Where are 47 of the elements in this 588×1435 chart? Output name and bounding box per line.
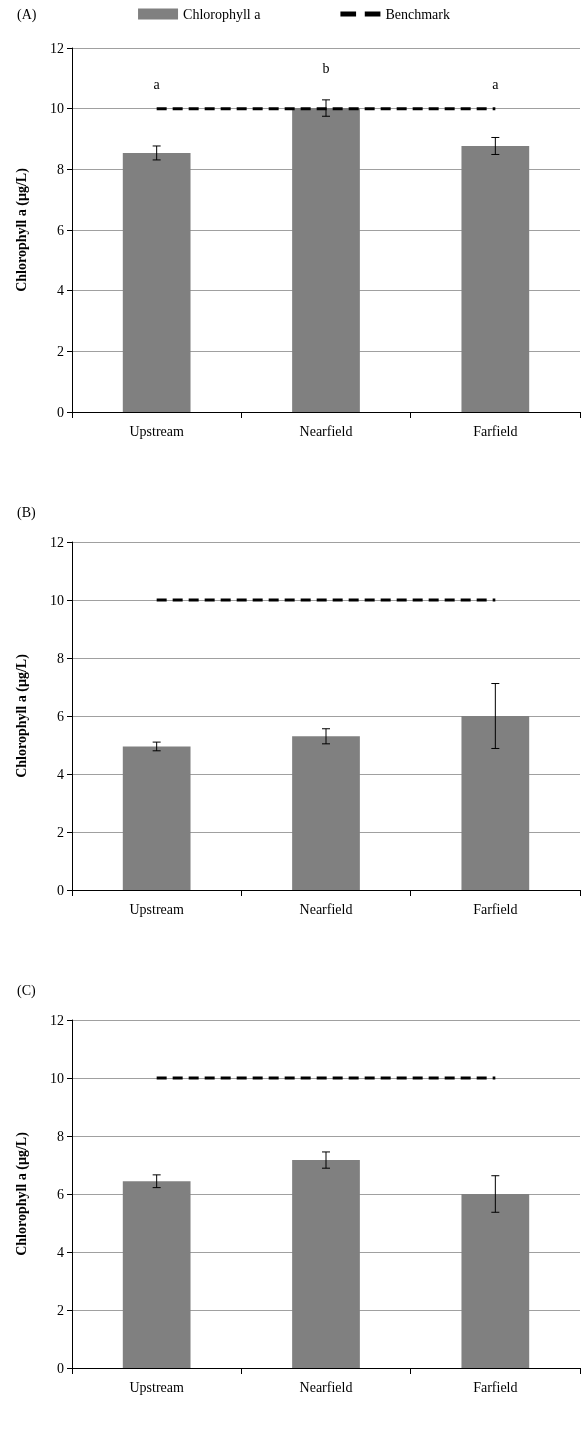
annotation: a [153,76,161,92]
y-tick-label: 2 [57,343,64,359]
bar [461,716,530,890]
x-tick-label: Farfield [473,901,518,917]
x-tick-label: Nearfield [299,1379,353,1395]
chart-title: (C) [17,982,36,999]
y-tick-label: 8 [57,161,64,177]
y-tick-label: 12 [50,534,64,550]
y-tick-label: 4 [57,766,64,782]
y-tick-label: 6 [57,708,64,724]
y-tick-label: 2 [57,824,64,840]
y-tick-label: 0 [57,1360,64,1376]
y-tick-label: 0 [57,882,64,898]
x-tick-label: Nearfield [299,423,353,439]
y-tick-label: 0 [57,404,64,420]
x-tick-label: Nearfield [299,901,353,917]
x-tick-label: Upstream [129,423,184,439]
y-axis-title: Chlorophyll a (µg/L) [13,167,30,292]
x-tick-label: Farfield [473,1379,518,1395]
y-tick-label: 6 [57,1186,64,1202]
y-tick-label: 8 [57,650,64,666]
y-tick-label: 8 [57,1128,64,1144]
legend-label: Chlorophyll a [183,6,262,22]
y-tick-label: 4 [57,283,64,299]
y-axis-title: Chlorophyll a (µg/L) [13,653,30,778]
chart-title: (B) [17,504,36,521]
bar [292,736,360,890]
chart-title: (A) [17,6,37,23]
y-axis-title: Chlorophyll a (µg/L) [13,1131,30,1256]
y-tick-label: 12 [50,40,64,56]
bar [461,1194,530,1368]
annotation: b [322,60,330,76]
annotation: a [492,76,500,92]
y-tick-label: 12 [50,1012,64,1028]
x-tick-label: Farfield [473,423,518,439]
x-tick-label: Upstream [129,901,184,917]
y-tick-label: 10 [50,1070,64,1086]
x-tick-label: Upstream [129,1379,184,1395]
y-tick-label: 10 [50,592,64,608]
y-tick-label: 6 [57,222,64,238]
bar [122,746,191,890]
bar [122,1181,191,1368]
y-tick-label: 10 [50,101,64,117]
y-tick-label: 2 [57,1302,64,1318]
y-tick-label: 4 [57,1244,64,1260]
legend-label: Benchmark [385,6,450,22]
bar [292,1160,360,1368]
